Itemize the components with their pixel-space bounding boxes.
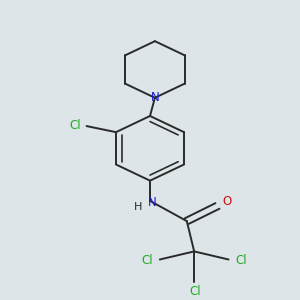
Text: O: O [223,195,232,208]
Text: H: H [134,202,142,212]
Text: N: N [151,91,159,104]
Text: N: N [148,196,157,209]
Text: Cl: Cl [142,254,153,267]
Text: Cl: Cl [70,118,81,132]
Text: Cl: Cl [190,285,201,298]
Text: Cl: Cl [235,254,247,267]
